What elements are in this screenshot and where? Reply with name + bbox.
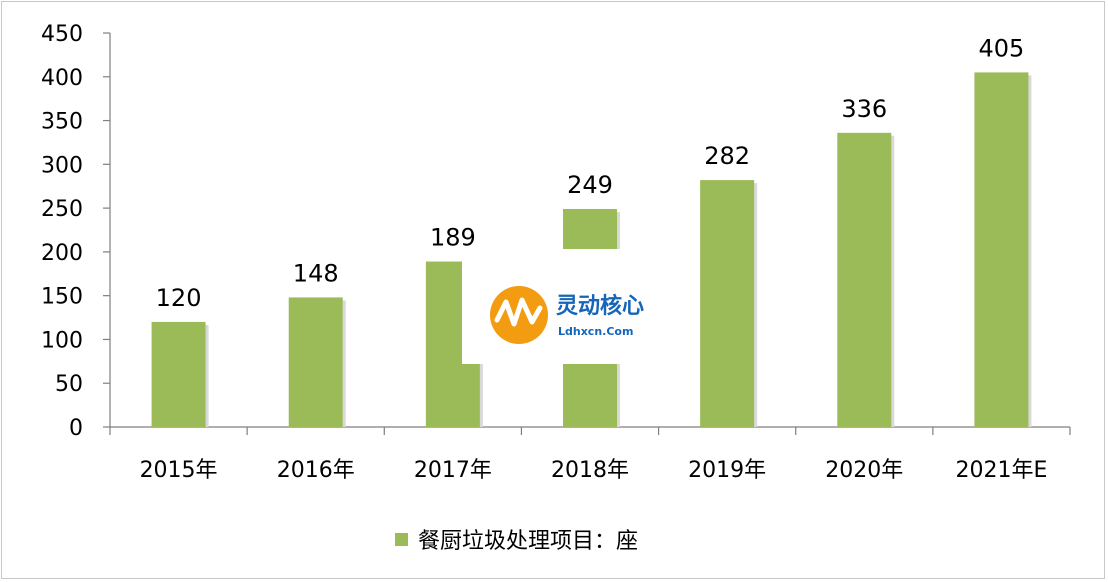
data-label: 405 (979, 34, 1025, 62)
x-tick-label: 2015年 (140, 458, 218, 483)
legend-label: 餐厨垃圾处理项目：座 (418, 529, 638, 554)
data-label: 189 (430, 224, 476, 252)
x-tick-label: 2016年 (277, 458, 355, 483)
x-axis: 2015年 2016年 2017年 2018年 2019年 2020年 2021年E (109, 426, 1071, 483)
y-axis: 0 50 100 150 200 250 300 350 400 450 (41, 22, 111, 441)
x-tick-label: 2021年E (955, 458, 1047, 483)
y-tick-label: 450 (41, 22, 83, 47)
bar (700, 180, 755, 427)
y-tick-label: 100 (41, 328, 83, 353)
watermark-logo-mark (494, 297, 543, 327)
bars (151, 72, 1032, 428)
y-tick-label: 400 (41, 66, 83, 91)
bar (837, 132, 892, 427)
y-tick-label: 200 (41, 241, 83, 266)
x-tick-label: 2018年 (551, 458, 629, 483)
y-tick-label: 250 (41, 197, 83, 222)
watermark: 灵动核心 Ldhxcn.Com (462, 249, 667, 364)
y-tick-label: 50 (55, 372, 83, 397)
legend-swatch (395, 533, 408, 546)
data-label: 120 (156, 284, 202, 312)
bar (974, 72, 1029, 428)
x-tick-label: 2019年 (688, 458, 766, 483)
data-label: 148 (293, 259, 339, 287)
legend: 餐厨垃圾处理项目：座 (395, 529, 638, 554)
y-tick-label: 300 (41, 153, 83, 178)
data-label: 249 (567, 171, 613, 199)
bar (151, 321, 206, 427)
bar (288, 297, 343, 427)
y-tick-label: 350 (41, 110, 83, 135)
watermark-url: Ldhxcn.Com (558, 325, 633, 338)
data-labels: 120 148 189 249 282 336 405 (156, 34, 1025, 312)
data-label: 336 (841, 95, 887, 123)
watermark-name: 灵动核心 (556, 293, 644, 319)
y-tick-label: 0 (69, 416, 83, 441)
x-tick-label: 2017年 (414, 458, 492, 483)
x-tick-label: 2020年 (825, 458, 903, 483)
y-tick-label: 150 (41, 285, 83, 310)
data-label: 282 (704, 142, 750, 170)
